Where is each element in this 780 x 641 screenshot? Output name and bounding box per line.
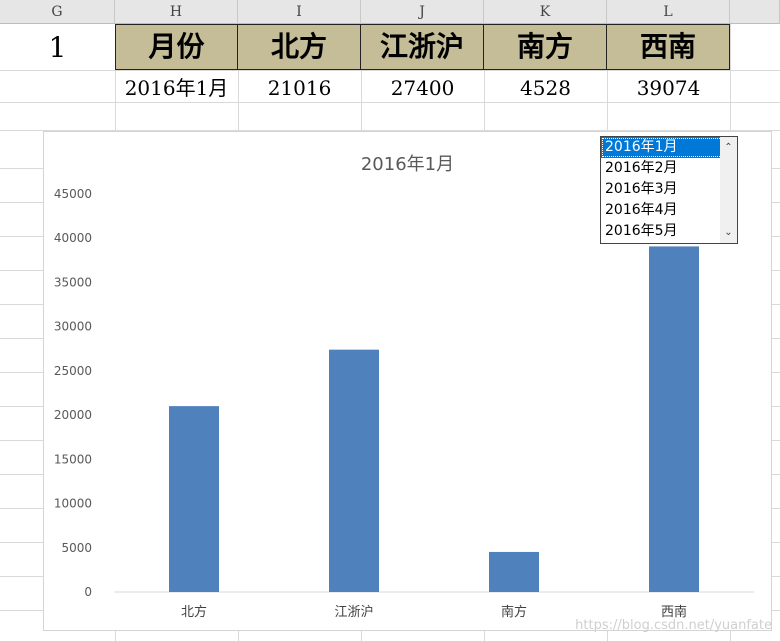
header-cell-south[interactable]: 南方: [483, 24, 607, 70]
y-tick-label: 20000: [54, 408, 92, 422]
watermark: https://blog.csdn.net/yuanfate: [575, 618, 772, 633]
x-tick-label: 江浙沪: [334, 604, 373, 620]
bar[interactable]: [169, 406, 219, 592]
scroll-up-icon[interactable]: ⌃: [724, 142, 733, 153]
y-tick-label: 0: [84, 585, 92, 599]
header-cell-jiangzhehu[interactable]: 江浙沪: [360, 24, 484, 70]
value-cell-southwest[interactable]: 39074: [636, 76, 701, 100]
bar[interactable]: [489, 551, 539, 592]
x-tick-label: 北方: [181, 604, 207, 620]
listbox-item[interactable]: 2016年4月: [605, 202, 678, 218]
column-header-k[interactable]: K: [484, 0, 607, 24]
listbox-item[interactable]: 2016年1月: [601, 137, 737, 158]
y-tick-label: 15000: [54, 452, 92, 466]
y-tick-label: 45000: [54, 187, 92, 201]
listbox-item[interactable]: 2016年2月: [605, 160, 678, 176]
month-listbox[interactable]: 2016年1月 2016年2月 2016年3月 2016年4月 2016年5月 ⌃ ⌄: [600, 136, 738, 244]
grid-line: [0, 130, 780, 131]
y-tick-label: 30000: [54, 320, 92, 334]
value-cell-jiangzhehu[interactable]: 27400: [390, 76, 455, 100]
column-header-l[interactable]: L: [607, 0, 730, 24]
column-header-i[interactable]: I: [238, 0, 361, 24]
column-header-j[interactable]: J: [361, 0, 484, 24]
header-cell-southwest[interactable]: 西南: [606, 24, 730, 70]
column-header-m[interactable]: [730, 0, 780, 24]
y-tick-label: 40000: [54, 231, 92, 245]
grid-line: [0, 70, 780, 71]
x-tick-label: 西南: [661, 604, 687, 620]
value-cell-south[interactable]: 4528: [520, 76, 571, 100]
y-tick-label: 10000: [54, 497, 92, 511]
header-cell-north[interactable]: 北方: [237, 24, 361, 70]
chart-title: 2016年1月: [360, 154, 455, 175]
y-tick-label: 35000: [54, 275, 92, 289]
value-cell-north[interactable]: 21016: [267, 76, 332, 100]
bar[interactable]: [329, 349, 379, 592]
scroll-down-icon[interactable]: ⌄: [724, 227, 733, 238]
grid-line: [0, 102, 780, 103]
listbox-scrollbar[interactable]: ⌃ ⌄: [720, 137, 737, 243]
y-tick-label: 25000: [54, 364, 92, 378]
column-header-h[interactable]: H: [115, 0, 238, 24]
column-header-g[interactable]: G: [0, 0, 115, 24]
chart-plot: 0 5000 10000 15000 20000 25000 30000 35000 40000…: [54, 187, 754, 620]
listbox-items: 2016年1月 2016年2月 2016年3月 2016年4月 2016年5月: [601, 137, 737, 242]
bar[interactable]: [649, 246, 699, 592]
x-tick-label: 南方: [501, 604, 527, 620]
value-cell-month[interactable]: 2016年1月: [124, 76, 229, 100]
listbox-item[interactable]: 2016年3月: [605, 181, 678, 197]
listbox-item[interactable]: 2016年5月: [605, 223, 678, 239]
row-number-cell[interactable]: 1: [48, 31, 67, 64]
header-cell-month[interactable]: 月份: [115, 24, 238, 70]
y-tick-label: 5000: [61, 541, 92, 555]
